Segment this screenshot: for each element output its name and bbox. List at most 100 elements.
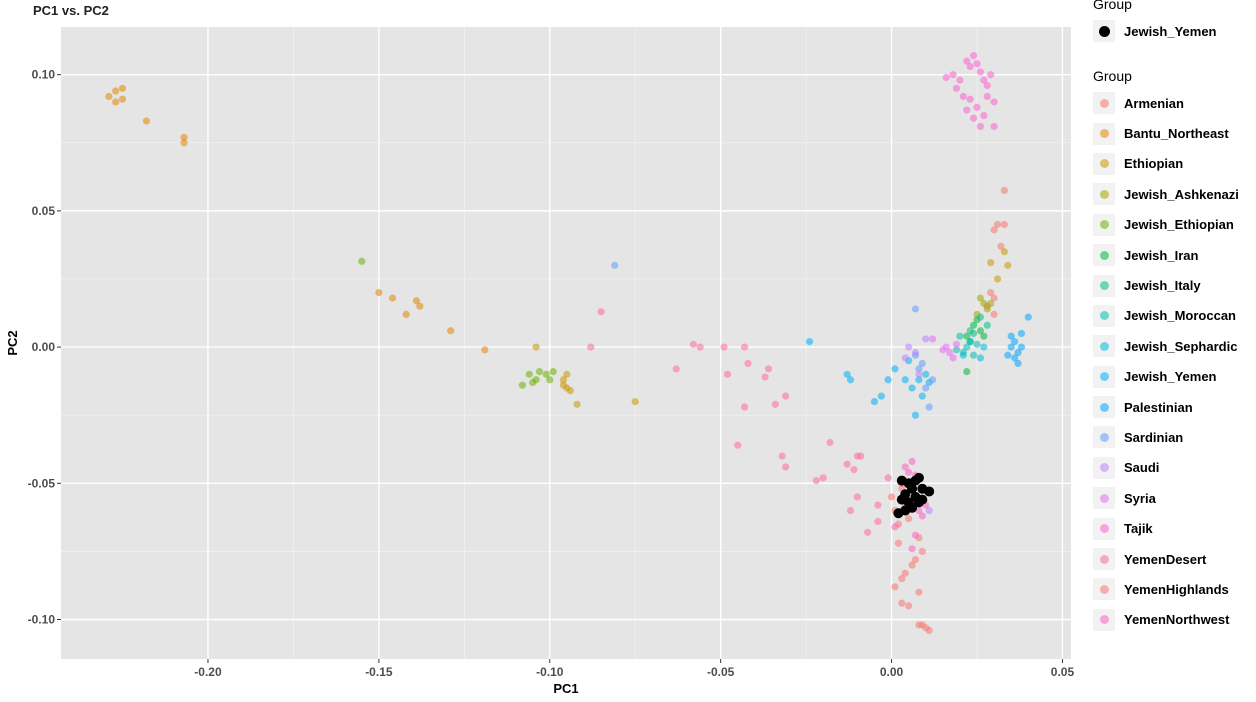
- legend-label: Armenian: [1124, 95, 1184, 111]
- legend-item-sardinian: Sardinian: [1093, 422, 1239, 452]
- legend-label: Ethiopian: [1124, 156, 1184, 172]
- data-point-tajik: [966, 95, 974, 103]
- legend-label: Saudi: [1124, 460, 1160, 476]
- data-point-jewish-yemen: [911, 411, 920, 419]
- data-point-bantu-northeast: [118, 84, 127, 92]
- data-point-palestinian: [1011, 354, 1019, 362]
- legend-item-jewish-sephardic: Jewish_Sephardic: [1093, 331, 1239, 361]
- data-point-ethiopian: [987, 259, 995, 267]
- data-point-saudi: [915, 370, 923, 378]
- legend-key: [1093, 183, 1115, 206]
- data-point-yemendesert: [857, 452, 865, 460]
- data-point-armenian: [1000, 220, 1008, 229]
- data-point-jewish-sephardic: [959, 351, 967, 359]
- legend-label: Syria: [1124, 490, 1156, 506]
- legend-key: [1093, 578, 1115, 601]
- data-point-yemendesert: [874, 501, 882, 509]
- data-point-yemenhighlands: [898, 575, 906, 583]
- data-point-sardinian: [922, 384, 930, 392]
- data-point-tajik: [966, 62, 974, 71]
- data-point-jewish-sephardic: [980, 343, 988, 351]
- data-point-jewish-ethiopian: [518, 381, 527, 389]
- data-point-yemenhighlands: [905, 602, 913, 610]
- data-point-jewish-yemen: [891, 365, 899, 373]
- data-point-tajik: [952, 84, 961, 92]
- legend-key: [1093, 456, 1115, 479]
- data-point-armenian: [993, 220, 1002, 229]
- data-point-saudi: [911, 348, 920, 357]
- legend-item-jewish-italy: Jewish_Italy: [1093, 270, 1239, 300]
- data-point-jewish-moroccan: [969, 351, 978, 359]
- data-point-jewish-yemen: [843, 370, 851, 378]
- data-point-yemendesert: [853, 493, 861, 501]
- data-point-jewish-ashkenazi: [980, 299, 988, 308]
- data-point-jewish-ethiopian: [542, 370, 550, 378]
- legend-highlight: Group Jewish_Yemen: [1093, 0, 1217, 46]
- data-point-yemendesert: [819, 474, 827, 482]
- legend-dot: [1099, 220, 1109, 230]
- legend-dot: [1099, 554, 1109, 564]
- legend-key: [1093, 548, 1115, 571]
- data-point-jewish-ethiopian: [549, 368, 557, 376]
- data-point-yemenhighlands: [918, 547, 926, 555]
- data-point-bantu-northeast: [388, 294, 397, 302]
- data-point-ethiopian: [566, 387, 574, 395]
- data-point-yemendesert: [689, 340, 697, 348]
- x-tick-label: -0.05: [707, 665, 735, 679]
- legend-dot: [1099, 129, 1109, 139]
- data-point-saudi: [925, 506, 933, 515]
- data-point-yemendesert: [597, 308, 605, 316]
- data-point-syria: [942, 343, 950, 351]
- legend-item-armenian: Armenian: [1093, 88, 1239, 118]
- legend-label: Jewish_Ethiopian: [1124, 217, 1234, 233]
- data-point-jewish-ashkenazi: [987, 299, 995, 308]
- legend-key: [1093, 304, 1115, 327]
- legend-label: Sardinian: [1124, 429, 1184, 445]
- data-point-jewish-ethiopian: [546, 376, 554, 384]
- data-point-palestinian: [1004, 351, 1012, 359]
- legend-label: Jewish_Italy: [1124, 278, 1201, 294]
- chart-title: PC1 vs. PC2: [33, 3, 109, 18]
- data-point-bantu-northeast: [416, 302, 424, 310]
- legend-item-yemenhighlands: YemenHighlands: [1093, 574, 1239, 604]
- data-point-tajik: [973, 60, 981, 68]
- legend-label: Jewish_Yemen: [1124, 369, 1217, 385]
- legend-key: [1093, 517, 1115, 540]
- legend-item-saudi: Saudi: [1093, 453, 1239, 483]
- data-point-yemennorthwest: [901, 463, 909, 471]
- data-point-ethiopian: [563, 370, 571, 378]
- data-point-sardinian: [928, 376, 937, 384]
- data-point-jewish-iran: [963, 368, 971, 376]
- x-axis: -0.20 -0.15 -0.10 -0.05 0.00 0.05: [194, 659, 1074, 679]
- grid-minor: [61, 27, 1071, 659]
- x-tick-label: -0.20: [194, 665, 222, 679]
- data-point-yemendesert: [587, 343, 595, 351]
- data-point-jewish-yemen-highlight: [917, 494, 928, 505]
- data-point-yemennorthwest: [915, 506, 923, 515]
- data-point-jewish-moroccan: [963, 343, 971, 351]
- legend-item-jewish-iran: Jewish_Iran: [1093, 240, 1239, 270]
- data-point-tajik: [983, 92, 991, 101]
- data-point-sardinian: [915, 365, 923, 373]
- data-point-yemennorthwest: [908, 545, 916, 553]
- data-point-jewish-yemen-highlight: [893, 508, 904, 519]
- data-point-palestinian: [1017, 343, 1026, 351]
- data-point-ethiopian: [532, 343, 540, 351]
- data-point-armenian: [997, 242, 1005, 250]
- data-point-ethiopian: [1000, 248, 1008, 256]
- data-point-yemenhighlands: [894, 539, 902, 547]
- legend-item-syria: Syria: [1093, 483, 1239, 513]
- legend-key: [1093, 213, 1115, 236]
- legend-dot: [1098, 25, 1110, 37]
- legend-title: Group: [1093, 0, 1132, 12]
- legend-title: Group: [1093, 68, 1132, 84]
- data-points: [105, 52, 1032, 634]
- data-point-jewish-yemen: [918, 392, 926, 400]
- legend-dot: [1099, 189, 1109, 199]
- legend-item-jewish-yemen-highlight: Jewish_Yemen: [1093, 16, 1217, 46]
- data-point-syria: [946, 348, 954, 357]
- data-point-bantu-northeast: [112, 98, 120, 106]
- data-point-palestinian: [1014, 348, 1022, 357]
- data-point-bantu-northeast: [481, 346, 489, 354]
- legend-item-palestinian: Palestinian: [1093, 392, 1239, 422]
